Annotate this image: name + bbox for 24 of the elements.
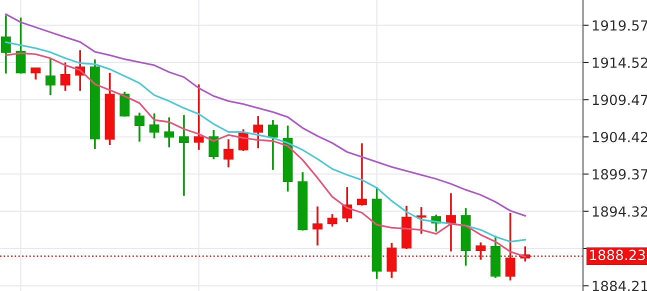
candlestick — [0, 14, 11, 74]
candlestick — [60, 62, 70, 92]
y-tick-label: 1894.32 — [592, 206, 647, 217]
candlestick — [179, 114, 189, 197]
candlestick — [357, 142, 367, 206]
y-tick-label: 1904.42 — [592, 132, 647, 142]
candlestick — [224, 138, 234, 168]
ref-line-label: 1888.23 — [590, 250, 645, 260]
candlestick — [312, 206, 322, 246]
candlestick — [149, 112, 160, 140]
candlestick — [327, 213, 338, 228]
candlestick — [45, 58, 56, 96]
y-tick-label: 1884.21 — [592, 280, 647, 291]
candlestick — [134, 112, 144, 143]
candlestick — [268, 119, 278, 171]
candlestick — [164, 116, 174, 148]
y-tick-label: 1914.52 — [592, 57, 647, 68]
candlestick — [446, 192, 456, 252]
candlestick — [194, 84, 204, 151]
candlestick — [208, 129, 219, 160]
candlestick — [416, 206, 426, 235]
line-series — [5, 13, 526, 217]
candlestick — [253, 115, 264, 150]
candlestick — [30, 66, 41, 80]
